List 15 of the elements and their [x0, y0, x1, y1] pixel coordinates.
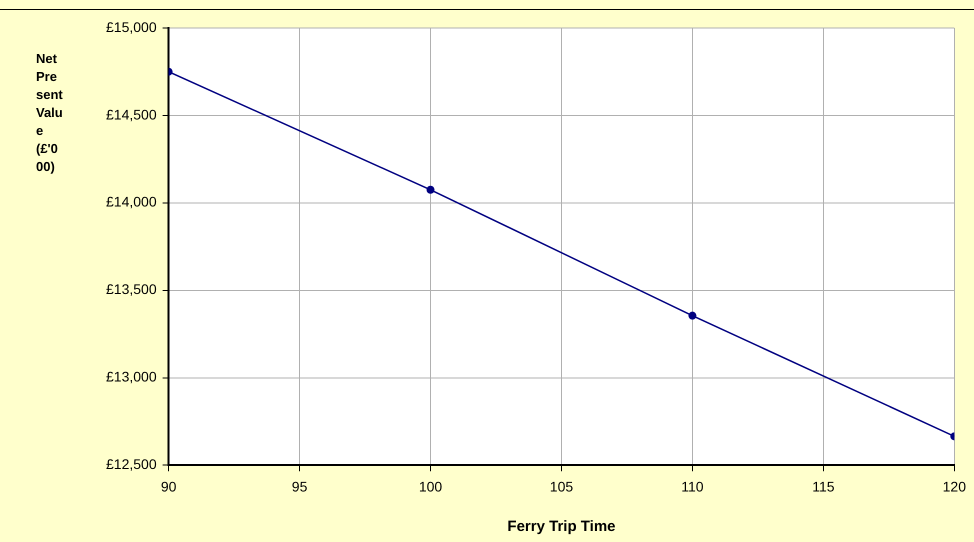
y-tick-label: £15,000 [106, 18, 157, 35]
y-tick-label: £14,500 [106, 106, 157, 122]
x-tick-label: 95 [292, 478, 308, 494]
x-tick-label: 110 [681, 478, 704, 494]
y-tick-label: £12,500 [106, 456, 157, 472]
x-tick-label: 115 [812, 478, 835, 494]
x-tick-label: 100 [418, 478, 442, 494]
x-axis-title: Ferry Trip Time [507, 518, 616, 536]
y-axis-title: Net Present Value (£'000) [36, 50, 63, 176]
y-tick-label: £13,500 [106, 281, 157, 298]
x-tick-label: 120 [942, 478, 966, 494]
x-tick-label: 90 [160, 478, 177, 494]
y-tick-label: £14,000 [106, 194, 157, 210]
x-tick-label: 105 [550, 478, 574, 494]
y-tick-label: £13,000 [106, 368, 157, 385]
